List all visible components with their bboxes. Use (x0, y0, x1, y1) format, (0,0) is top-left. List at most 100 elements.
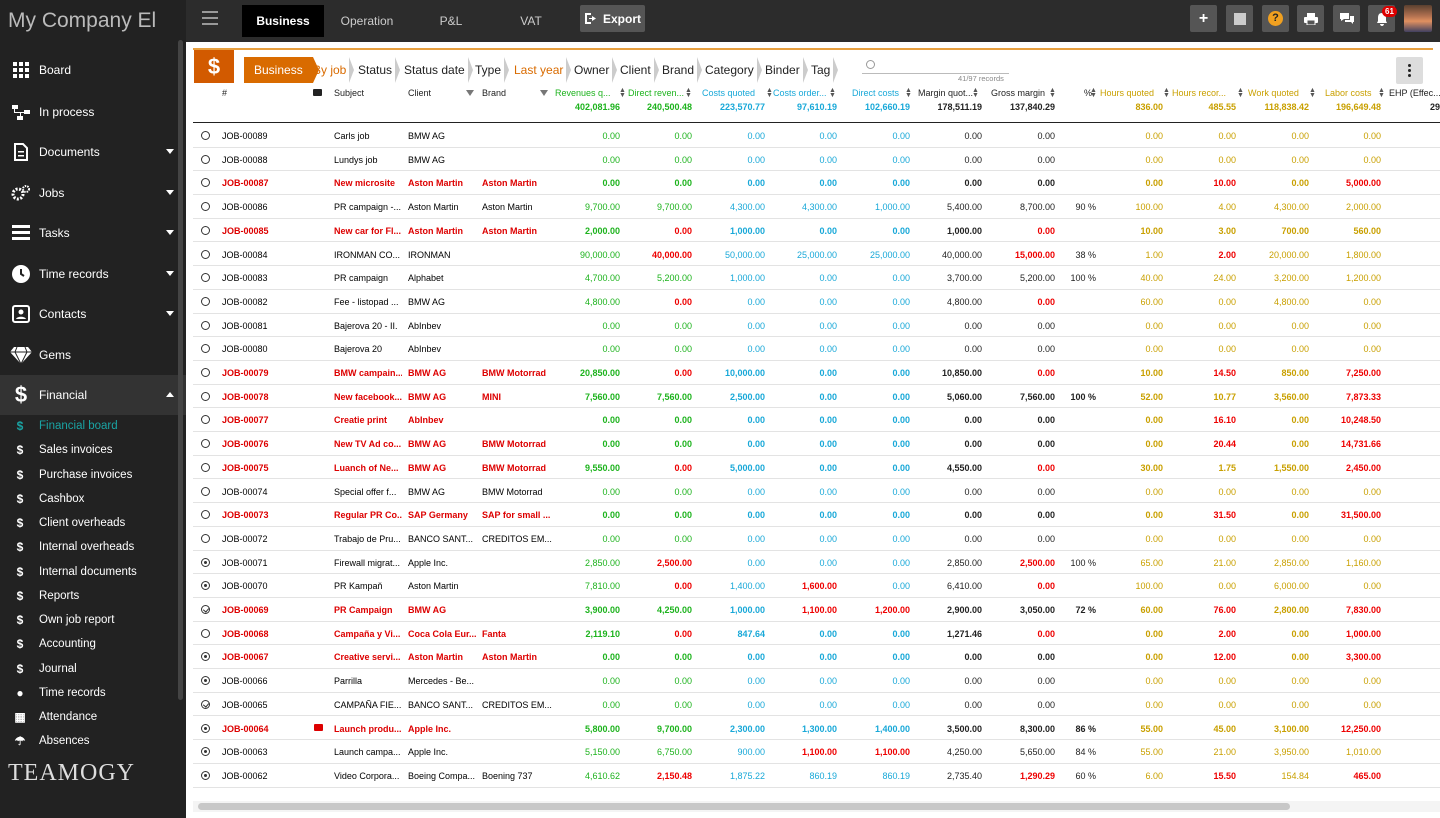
sort-icon[interactable]: ▲ ▼ (1378, 87, 1385, 99)
column-header-costs-quoted[interactable]: Costs quoted (702, 88, 756, 98)
table-row[interactable]: JOB-00068 Campaña y Vi... Coca Cola Eur...… (193, 622, 1440, 646)
column-header-direct-revenues[interactable]: Direct reven... (628, 88, 685, 98)
sort-icon[interactable]: ▲ ▼ (1049, 87, 1056, 99)
tab-business[interactable]: Business (242, 5, 324, 37)
table-row[interactable]: JOB-00075 Luanch of Ne... BMW AG BMW Motorr… (193, 456, 1440, 480)
job-subject[interactable]: New car for Fl... (334, 225, 402, 236)
status-circle-icon[interactable] (201, 486, 210, 496)
table-row[interactable]: JOB-00064 Launch produ... Apple Inc. 5,800.… (193, 717, 1440, 741)
status-circle-icon[interactable] (201, 723, 210, 733)
column-header-work-quoted[interactable]: Work quoted (1248, 88, 1299, 98)
status-circle-icon[interactable] (201, 344, 210, 354)
sort-icon[interactable]: ▲ ▼ (1163, 87, 1170, 99)
job-number[interactable]: JOB-00075 (222, 462, 269, 473)
job-subject[interactable]: BMW campain... (334, 368, 402, 378)
job-subject[interactable]: Luanch of Ne... (334, 462, 399, 473)
job-number[interactable]: JOB-00086 (222, 202, 268, 213)
filter-binder[interactable]: Binder (761, 57, 808, 83)
help-button[interactable]: ? (1262, 5, 1289, 32)
job-subject[interactable]: PR campaign -... (334, 202, 402, 213)
job-subject[interactable]: Bajerova 20 (334, 344, 383, 355)
job-number[interactable]: JOB-00073 (222, 510, 269, 521)
column-header-hours-quoted[interactable]: Hours quoted (1100, 88, 1155, 98)
tab-pl[interactable]: P&L (439, 14, 463, 28)
sort-icon[interactable]: ▲ ▼ (829, 87, 836, 99)
table-row[interactable]: JOB-00089 Carls job BMW AG 0.00 0.00 0.00 0.00… (193, 124, 1440, 148)
table-row[interactable]: JOB-00065 CAMPAÑA FIE... BANCO SANT... CRED… (193, 693, 1440, 717)
table-row[interactable]: JOB-00071 Firewall migrat... Apple Inc. 2,8… (193, 551, 1440, 575)
job-number[interactable]: JOB-00077 (222, 415, 269, 426)
job-number[interactable]: JOB-00081 (222, 320, 268, 331)
status-circle-icon[interactable] (201, 747, 210, 757)
sidebar-item-gems[interactable]: Gems (0, 335, 186, 375)
filter-status[interactable]: Status (354, 57, 401, 83)
column-header-margin-quoted[interactable]: Margin quot... (918, 88, 974, 98)
job-number[interactable]: JOB-00066 (222, 676, 268, 687)
table-row[interactable]: JOB-00074 Special offer f... BMW AG BMW Mot… (193, 480, 1440, 504)
job-subject[interactable]: Carls job (334, 131, 370, 141)
job-number[interactable]: JOB-00083 (222, 273, 268, 284)
sidebar-subitem-purchase-invoices[interactable]: $ Purchase invoices (0, 463, 186, 487)
job-number[interactable]: JOB-00089 (222, 131, 268, 141)
job-number[interactable]: JOB-00088 (222, 154, 268, 165)
status-circle-icon[interactable] (201, 368, 210, 377)
job-subject[interactable]: Regular PR Co... (334, 510, 402, 521)
filter-category[interactable]: Category (701, 57, 762, 83)
job-subject[interactable]: Video Corpora... (334, 770, 400, 781)
sidebar-subitem-reports[interactable]: $ Reports (0, 584, 186, 608)
job-number[interactable]: JOB-00070 (222, 581, 268, 592)
job-subject[interactable]: Creatie print (334, 415, 388, 426)
filter-by-job[interactable]: By job (309, 57, 355, 83)
table-row[interactable]: JOB-00072 Trabajo de Pru... BANCO SANT... C… (193, 527, 1440, 551)
table-row[interactable]: JOB-00079 BMW campain... BMW AG BMW Motorra… (193, 361, 1440, 385)
sidebar-subitem-time-records[interactable]: ● Time records (0, 681, 186, 705)
job-number[interactable]: JOB-00067 (222, 652, 269, 663)
filter-status-date[interactable]: Status date (400, 57, 473, 83)
job-number[interactable]: JOB-00074 (222, 486, 268, 497)
job-number[interactable]: JOB-00080 (222, 344, 268, 355)
sort-icon[interactable]: ▲ ▼ (1090, 87, 1097, 99)
job-subject[interactable]: PR campaign (334, 273, 389, 284)
sort-icon[interactable]: ▲ ▼ (905, 87, 912, 99)
job-subject[interactable]: Campaña y Vi... (334, 628, 401, 639)
column-header-brand[interactable]: Brand (482, 88, 507, 98)
table-row[interactable]: JOB-00084 IRONMAN CO... IRONMAN 90,000.00 40… (193, 243, 1440, 267)
status-circle-icon[interactable] (201, 676, 210, 686)
status-circle-icon[interactable] (201, 415, 210, 425)
status-circle-icon[interactable] (201, 296, 210, 306)
column-header-direct-costs[interactable]: Direct costs (852, 88, 900, 98)
sort-icon[interactable]: ▲ ▼ (619, 87, 626, 99)
job-number[interactable]: JOB-00071 (222, 557, 268, 568)
sidebar-subitem-internal-overheads[interactable]: $ Internal overheads (0, 535, 186, 559)
comment-icon[interactable] (314, 723, 323, 731)
job-subject[interactable]: Parrilla (334, 676, 363, 687)
status-circle-icon[interactable] (201, 391, 210, 401)
job-number[interactable]: JOB-00085 (222, 225, 269, 236)
job-number[interactable]: JOB-00064 (222, 723, 269, 734)
status-circle-icon[interactable] (201, 510, 210, 520)
job-number[interactable]: JOB-00062 (222, 770, 268, 781)
table-row[interactable]: JOB-00066 Parrilla Mercedes - Be... 0.00 0.0… (193, 669, 1440, 693)
table-row[interactable]: JOB-00083 PR campaign Alphabet 4,700.00 5,20… (193, 266, 1440, 290)
status-circle-icon[interactable] (201, 605, 210, 614)
sidebar-subitem-journal[interactable]: $ Journal (0, 657, 186, 681)
job-subject[interactable]: IRONMAN CO... (334, 249, 401, 260)
sidebar-item-board[interactable]: Board (0, 50, 186, 90)
sidebar-item-tasks[interactable]: Tasks (0, 213, 186, 253)
sidebar-subitem-financial-board[interactable]: $ Financial board (0, 414, 186, 438)
status-circle-icon[interactable] (201, 320, 210, 330)
job-number[interactable]: JOB-00072 (222, 533, 268, 544)
column-header-hours-recorded[interactable]: Hours recor... (1172, 88, 1227, 98)
status-circle-icon[interactable] (201, 249, 210, 259)
avatar[interactable] (1404, 5, 1432, 32)
hamburger-menu-icon[interactable] (202, 11, 218, 29)
table-row[interactable]: JOB-00077 Creatie print AbInbev 0.00 0.00 0.0… (193, 408, 1440, 433)
table-row[interactable]: JOB-00081 Bajerova 20 - II. AbInbev 0.00 0.0… (193, 314, 1440, 338)
status-circle-icon[interactable] (201, 770, 210, 780)
chat-button[interactable] (1333, 5, 1360, 32)
job-subject[interactable]: Creative servi... (334, 652, 401, 663)
job-number[interactable]: JOB-00076 (222, 439, 269, 450)
filter-brand[interactable]: Brand (658, 57, 703, 83)
sort-icon[interactable]: ▲ ▼ (766, 87, 773, 99)
job-number[interactable]: JOB-00079 (222, 368, 269, 378)
